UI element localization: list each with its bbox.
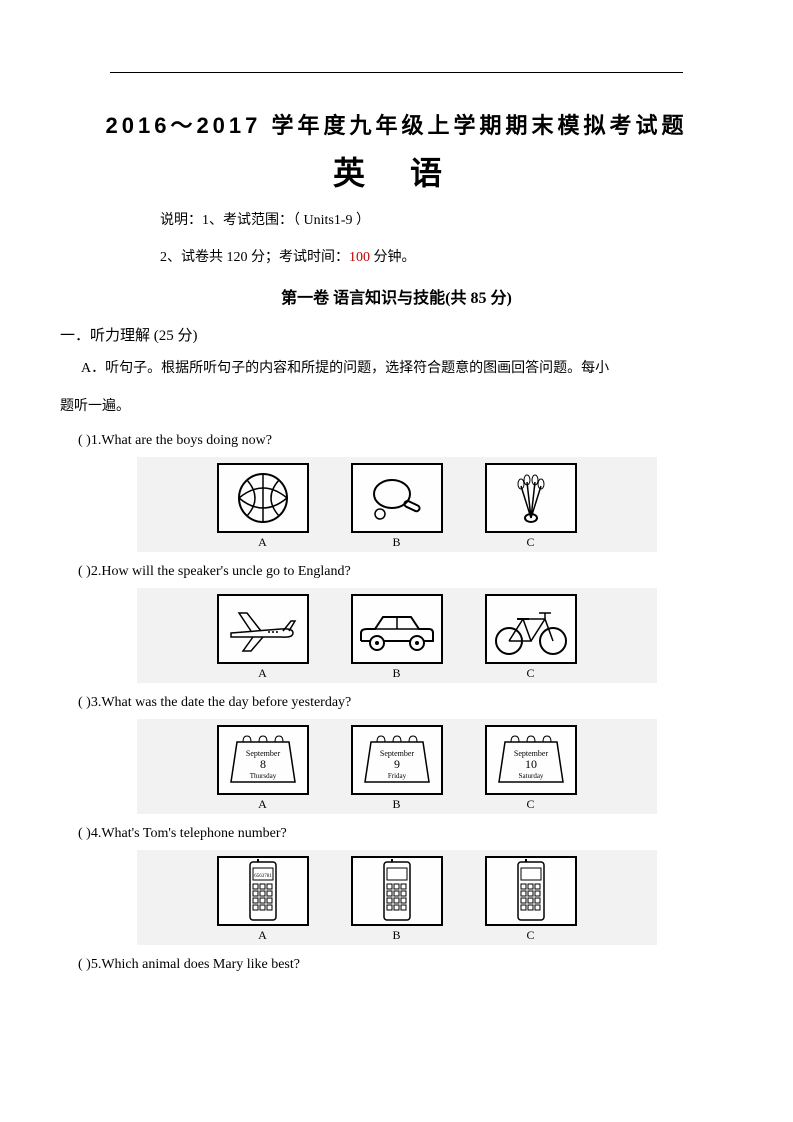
exam-subject: 英 语 xyxy=(60,148,733,194)
header-rule xyxy=(110,72,683,73)
phone-c-icon xyxy=(485,856,577,926)
q3-prefix: ( )3. xyxy=(78,695,101,710)
q2-opt-c: C xyxy=(485,594,577,681)
svg-text:8: 8 xyxy=(260,757,266,771)
label-c4: C xyxy=(526,928,534,943)
note-line-1: 说明：1、考试范围：（ Units1-9 ） xyxy=(160,206,733,237)
note-2-accent: 100 xyxy=(349,250,370,265)
instruction-line-1: A．听句子。根据所听句子的内容和所提的问题，选择符合题意的图画回答问题。每小 xyxy=(60,355,733,383)
note-line-2: 2、试卷共 120 分；考试时间：100 分钟。 xyxy=(160,243,733,274)
svg-text:9: 9 xyxy=(394,757,400,771)
basketball-icon xyxy=(217,463,309,533)
q3-opt-b: September 9 Friday B xyxy=(351,725,443,812)
listening-heading: 一．听力理解 (25 分) xyxy=(60,324,733,345)
q4-opt-a: 6563781 A xyxy=(217,856,309,943)
label-a: A xyxy=(258,535,267,550)
svg-text:Thursday: Thursday xyxy=(249,772,276,780)
svg-text:10: 10 xyxy=(525,757,537,771)
exam-title: 2016～2017 学年度九年级上学期期末模拟考试题 xyxy=(60,108,733,140)
phone-b-icon xyxy=(351,856,443,926)
svg-text:Saturday: Saturday xyxy=(518,772,543,780)
q2-opt-a: A xyxy=(217,594,309,681)
calendar-8-icon: September 8 Thursday xyxy=(217,725,309,795)
instruction-line-2: 题听一遍。 xyxy=(60,393,733,421)
badminton-icon xyxy=(485,463,577,533)
q2-opt-b: B xyxy=(351,594,443,681)
exam-notes: 说明：1、考试范围：（ Units1-9 ） 2、试卷共 120 分；考试时间：… xyxy=(160,206,733,274)
section-1-title: 第一卷 语言知识与技能(共 85 分) xyxy=(60,284,733,308)
q1-prefix: ( )1. xyxy=(78,433,101,448)
label-b4: B xyxy=(392,928,400,943)
calendar-10-icon: September 10 Saturday xyxy=(485,725,577,795)
q4-opt-b: B xyxy=(351,856,443,943)
q5-text: Which animal does Mary like best? xyxy=(101,957,300,972)
question-1: ( )1.What are the boys doing now? xyxy=(78,433,733,449)
q2-images: A B C xyxy=(137,588,657,683)
q3-text: What was the date the day before yesterd… xyxy=(101,695,351,710)
q3-opt-c: September 10 Saturday C xyxy=(485,725,577,812)
q2-text: How will the speaker's uncle go to Engla… xyxy=(101,564,350,579)
calendar-9-icon: September 9 Friday xyxy=(351,725,443,795)
q1-opt-b: B xyxy=(351,463,443,550)
q1-text: What are the boys doing now? xyxy=(101,433,272,448)
phone-a-icon: 6563781 xyxy=(217,856,309,926)
note-2a: 2、试卷共 120 分；考试时间： xyxy=(160,250,349,265)
bicycle-icon xyxy=(485,594,577,664)
label-b: B xyxy=(392,535,400,550)
q1-images: A B C xyxy=(137,457,657,552)
label-a4: A xyxy=(258,928,267,943)
airplane-icon xyxy=(217,594,309,664)
q3-opt-a: September 8 Thursday A xyxy=(217,725,309,812)
q3-images: September 8 Thursday A September 9 Frida… xyxy=(137,719,657,814)
label-c3: C xyxy=(526,797,534,812)
question-3: ( )3.What was the date the day before ye… xyxy=(78,695,733,711)
svg-text:6563781: 6563781 xyxy=(254,874,272,879)
pingpong-icon xyxy=(351,463,443,533)
note-2b: 分钟。 xyxy=(370,250,416,265)
label-b3: B xyxy=(392,797,400,812)
q1-opt-c: C xyxy=(485,463,577,550)
q4-prefix: ( )4. xyxy=(78,826,101,841)
q4-text: What's Tom's telephone number? xyxy=(101,826,286,841)
label-c: C xyxy=(526,535,534,550)
svg-text:Friday: Friday xyxy=(387,772,406,780)
q2-prefix: ( )2. xyxy=(78,564,101,579)
label-c2: C xyxy=(526,666,534,681)
q5-prefix: ( )5. xyxy=(78,957,101,972)
label-b2: B xyxy=(392,666,400,681)
question-4: ( )4.What's Tom's telephone number? xyxy=(78,826,733,842)
car-icon xyxy=(351,594,443,664)
q4-images: 6563781 A xyxy=(137,850,657,945)
q1-opt-a: A xyxy=(217,463,309,550)
label-a3: A xyxy=(258,797,267,812)
question-5: ( )5.Which animal does Mary like best? xyxy=(78,957,733,973)
q4-opt-c: C xyxy=(485,856,577,943)
label-a2: A xyxy=(258,666,267,681)
question-2: ( )2.How will the speaker's uncle go to … xyxy=(78,564,733,580)
